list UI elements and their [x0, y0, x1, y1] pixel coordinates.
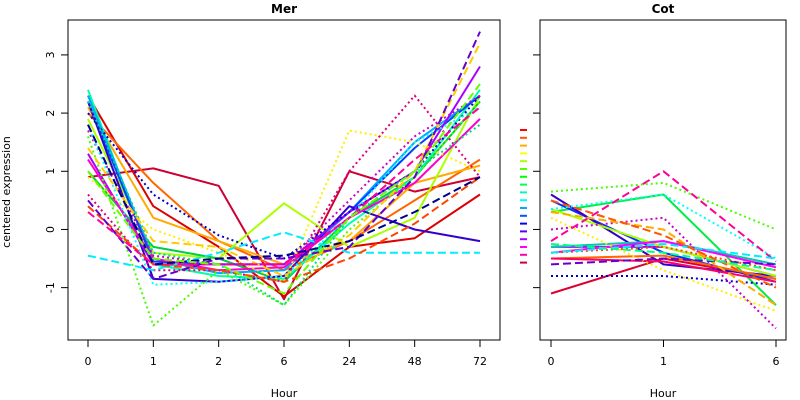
panel-mer-series-line: [87, 176, 481, 283]
panel-mer-y-tick-label: 0: [44, 226, 57, 233]
panel-cot-ticks: 0 1 6: [533, 54, 780, 368]
panel-mer-x-tick-label: 6: [281, 355, 288, 368]
panel-mer-series-line: [87, 106, 481, 286]
panel-cot: Cot 0 1 6 Hour: [533, 2, 787, 400]
panel-cot-x-tick-label: 6: [773, 355, 780, 368]
panel-cot-plot-frame: [539, 19, 787, 341]
panel-mer-series-line: [87, 95, 481, 260]
panel-mer-series-line: [87, 124, 481, 266]
panel-mer-y-tick-label: 3: [44, 51, 57, 58]
panel-mer-title: Mer: [271, 2, 297, 16]
panel-cot-series-line: [550, 243, 777, 272]
panel-mer-x-tick-label: 24: [342, 355, 356, 368]
panel-mer-series-line: [87, 167, 481, 301]
panel-mer-x-tick-label: 0: [85, 355, 92, 368]
panel-cot-x-axis-label: Hour: [650, 387, 677, 400]
panel-mer-series-line: [87, 42, 481, 277]
panel-mer-series-line: [87, 100, 481, 327]
panel-mer-y-tick-label: 1: [44, 168, 57, 175]
panel-mer-x-axis-label: Hour: [271, 387, 298, 400]
panel-mer: Mer -1 0 1 2 3 0 1 2 6 24 48 72 Hour: [44, 2, 501, 400]
color-swatch-column: [520, 129, 527, 264]
panel-mer-x-tick-label: 72: [473, 355, 487, 368]
panel-cot-series-line: [550, 257, 777, 283]
panel-cot-series-line: [550, 208, 777, 277]
panel-cot-series-line: [550, 216, 777, 312]
panel-cot-series-line: [550, 211, 777, 306]
y-axis-label: centered expression: [0, 136, 13, 248]
panel-mer-series-line: [87, 94, 481, 266]
panel-mer-series-line: [87, 95, 481, 298]
panel-cot-x-tick-label: 1: [660, 355, 667, 368]
panel-mer-series-line: [87, 31, 481, 280]
panel-cot-series-line: [550, 193, 777, 306]
panel-mer-y-tick-label: 2: [44, 110, 57, 117]
panel-mer-x-tick-label: 2: [215, 355, 222, 368]
panel-cot-title: Cot: [652, 2, 675, 16]
panel-mer-x-tick-label: 48: [408, 355, 422, 368]
panel-cot-series-line: [550, 199, 777, 289]
panel-mer-ticks: -1 0 1 2 3 0 1 2 6 24 48 72: [44, 51, 487, 368]
panel-cot-series-line: [550, 257, 777, 266]
panel-cot-series-line: [550, 243, 777, 260]
panel-mer-series-line: [87, 83, 481, 295]
panel-cot-series-line: [550, 170, 777, 263]
panel-mer-y-tick-label: -1: [44, 282, 57, 293]
panel-cot-x-tick-label: 0: [548, 355, 555, 368]
panel-mer-plot-frame: [67, 19, 501, 341]
panel-mer-series-line: [87, 231, 480, 272]
panel-cot-series-line: [550, 254, 777, 280]
panel-mer-lines: [87, 31, 481, 327]
panel-mer-x-tick-label: 1: [150, 355, 157, 368]
panel-cot-lines: [550, 170, 777, 330]
